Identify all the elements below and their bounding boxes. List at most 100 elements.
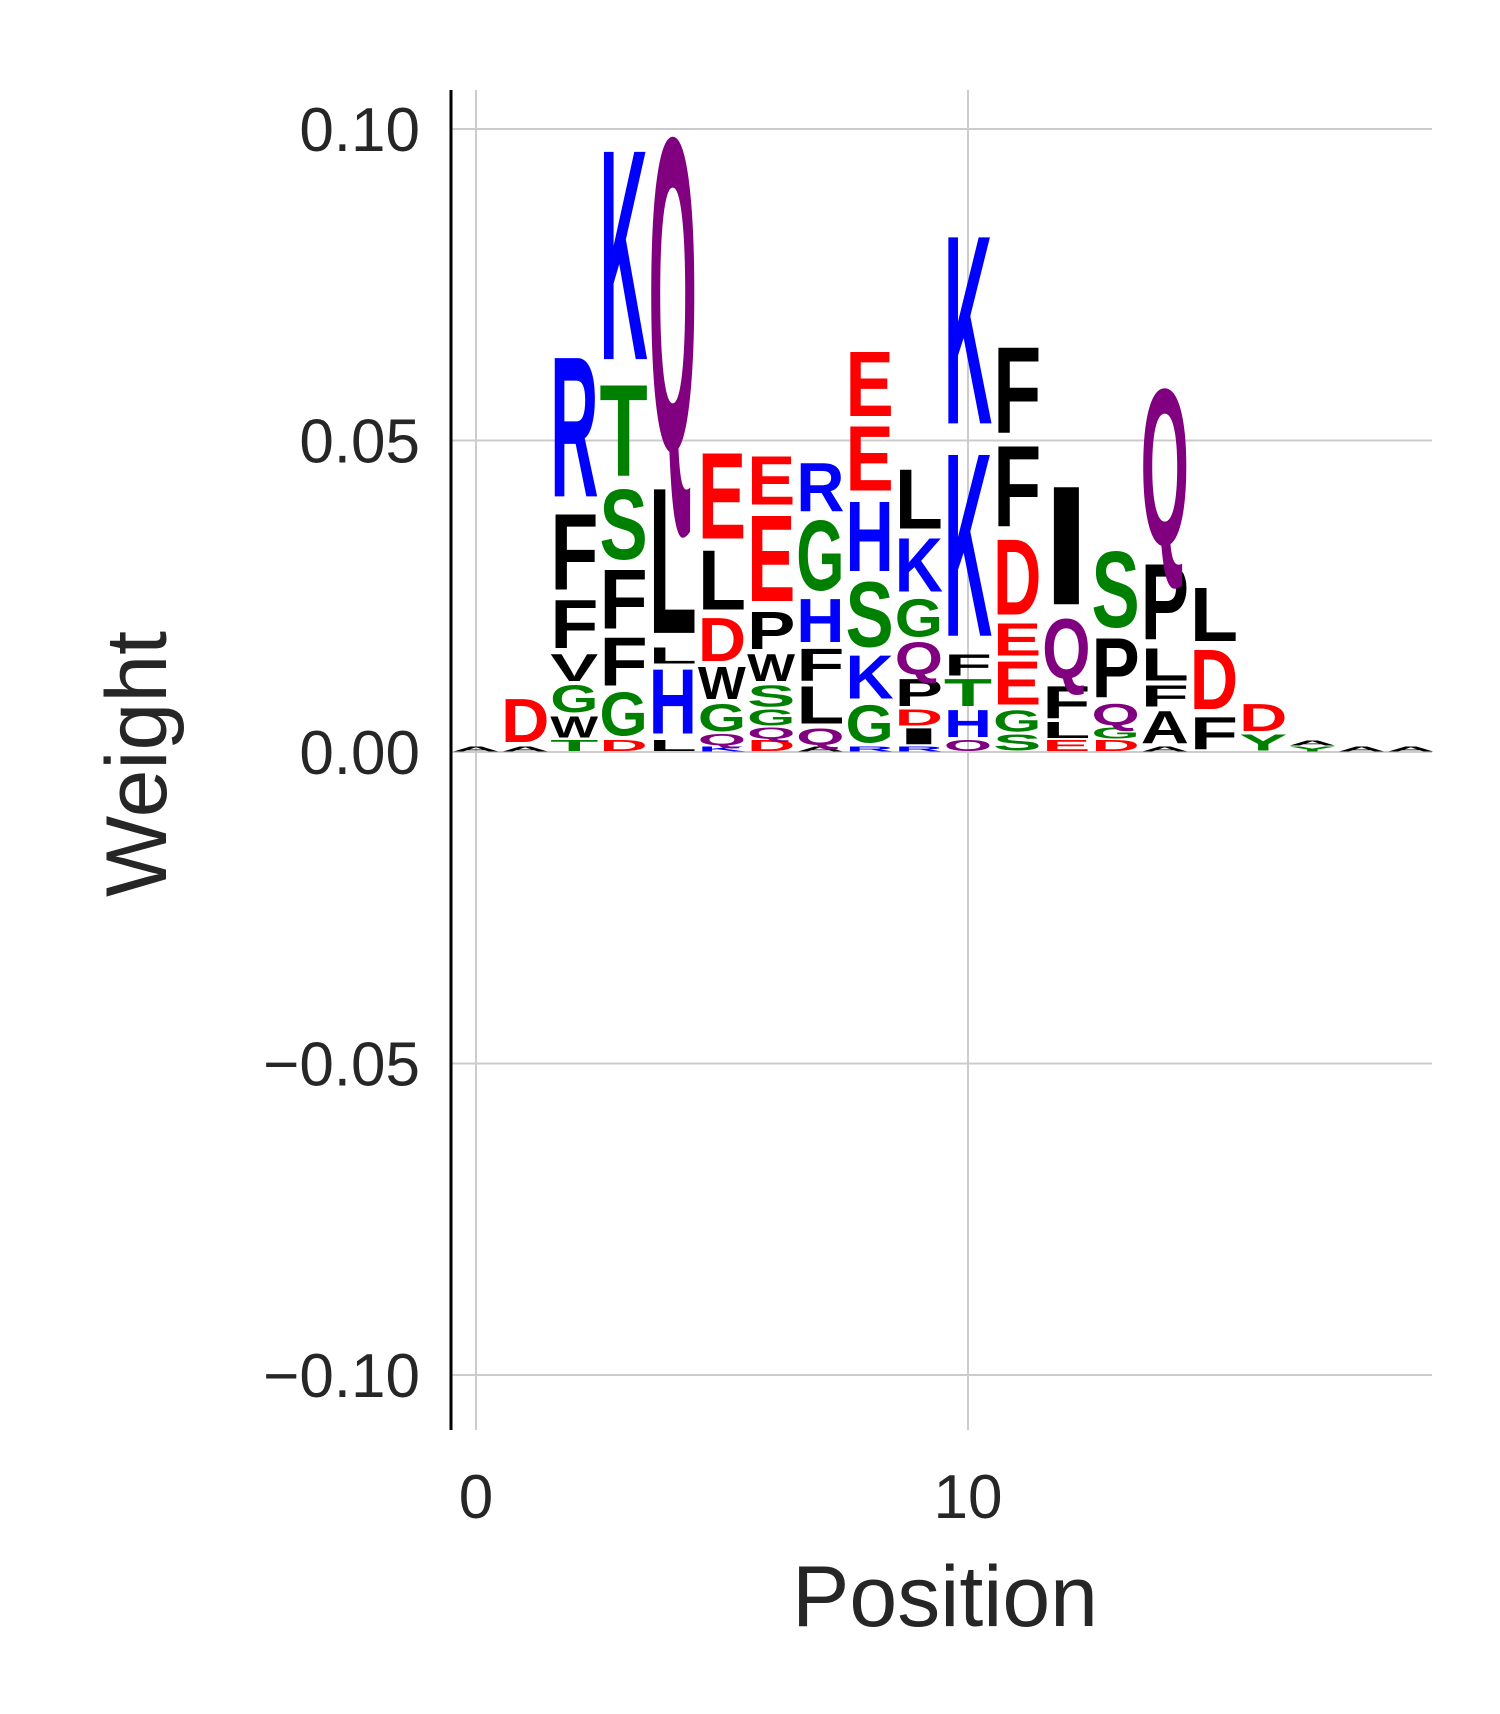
logo-glyph-e: E [993,614,1041,666]
logo-glyph-f: F [599,553,647,647]
x-tick-label: 10 [934,1463,1003,1532]
logo-glyph-e: E [845,332,893,436]
logo-glyph-f: F [993,321,1041,459]
logo-glyph-y: Y [1239,730,1287,756]
logo-glyph-a: A [1141,702,1189,754]
logo-glyph-d: D [993,518,1041,638]
logo-glyph-r: R [796,449,844,527]
grid-lines [451,90,1432,1430]
logo-glyph-l: L [649,737,697,754]
logo-glyph-q: Q [1091,698,1139,732]
logo-glyph-g: G [845,694,893,754]
logo-glyph-p: P [1141,543,1189,663]
logo-glyph-l: L [895,453,943,547]
logo-glyph-t: T [550,737,599,754]
logo-glyph-e: E [747,443,795,520]
logo-glyph-p: P [895,672,943,715]
logo-glyph-a: A [1387,745,1435,754]
logo-glyph-p: P [747,600,795,661]
x-tick-label: 0 [459,1463,493,1532]
logo-glyph-k: K [944,399,992,692]
logo-glyph-l: L [698,534,746,628]
logo-glyph-d: D [747,737,795,754]
logo-glyph-l: L [649,643,697,669]
y-tick-label: 0.10 [299,96,420,165]
logo-glyph-l: L [1042,717,1090,743]
logo-glyph-h: H [845,482,893,594]
y-tick-label: 0.00 [299,719,420,788]
logo-glyph-v: V [550,647,599,690]
logo-glyph-y: Y [1288,744,1336,753]
logo-glyph-a: A [452,745,500,754]
logo-glyph-q: Q [747,725,795,742]
y-tick-label: −0.05 [263,1031,420,1100]
logo-glyph-g: G [1091,725,1139,742]
logo-glyph-f: F [1141,679,1189,714]
logo-glyph-a: A [1337,745,1385,754]
logo-glyph-k: K [944,179,992,481]
logo-glyph-e: E [1042,737,1090,754]
logo-glyph-q: Q [1042,602,1090,697]
logo-glyph-s: S [1091,530,1139,650]
logo-glyph-e: E [993,649,1041,718]
logo-glyph-a: A [796,745,844,754]
y-tick-label: 0.05 [299,408,420,477]
x-axis-title: Position [792,1549,1098,1645]
logo-glyph-s: S [845,563,893,667]
logo-glyph-d: D [698,605,746,674]
logo-glyph-s: S [599,468,647,580]
logo-glyph-a: A [1141,745,1189,754]
logo-glyph-s: S [747,679,795,713]
logo-glyph-q: Q [895,632,943,685]
logo-glyph-p: P [1091,620,1139,715]
logo-glyph-g: G [550,677,598,720]
y-tick-label: −0.10 [263,1342,420,1411]
logo-glyph-f: F [599,623,647,701]
logo-glyph-i: I [1042,452,1090,641]
logo-glyph-q: Q [1141,342,1189,593]
logo-glyph-f: F [796,638,844,690]
logo-glyph-t: T [599,357,647,504]
logo-glyph-l: L [649,445,697,678]
logo-glyph-a: A [501,745,549,754]
tick-labels: 0.10 0.05 0.00 −0.05 −0.10 0 10 [263,96,1002,1532]
logo-glyph-s: S [993,730,1041,756]
logo-glyph-l: L [1190,571,1238,658]
logo-glyph-h: H [944,702,992,745]
logo-glyph-d: D [1091,737,1139,754]
logo-glyph-e: E [698,428,746,566]
logo-glyph-d: D [895,705,943,731]
logo-glyph-w: W [698,658,746,710]
logo-glyph-e: E [747,490,795,628]
logo-glyph-g: G [993,704,1041,738]
logo-glyph-i: I [895,724,943,750]
logo-glyph-l: L [1141,638,1189,690]
logo-glyph-h: H [649,651,697,754]
logo-glyph-f: F [550,585,598,663]
logo-glyph-f: F [550,492,598,613]
logo-glyph-f: F [944,647,992,682]
logo-glyph-g: G [599,681,647,750]
logo-glyph-q: Q [649,43,697,545]
logo-glyph-e: E [845,407,893,511]
logo-glyph-r: R [550,315,598,539]
logo-glyph-r: R [845,745,893,754]
logo-glyph-w: W [747,646,795,690]
logo-glyph-a: A [1288,738,1336,747]
logo-glyph-g: G [796,498,844,611]
logo-glyph-l: L [796,676,844,736]
logo-glyph-k: K [599,87,647,424]
logo-glyph-t: T [944,672,992,715]
logo-glyph-f: F [993,423,1041,553]
logo-glyph-g: G [747,705,795,731]
logo-glyph-d: D [1190,634,1238,729]
logo-glyph-w: W [550,710,598,745]
logo-glyph-r: R [895,745,943,754]
logo-glyph-h: H [796,586,844,655]
logo-glyph-d: D [599,737,647,754]
logo-glyph-f: F [1042,676,1090,728]
y-axis-title: Weight [89,631,185,897]
logo-glyph-d: D [501,686,549,755]
logo-glyph-g: G [698,696,746,739]
